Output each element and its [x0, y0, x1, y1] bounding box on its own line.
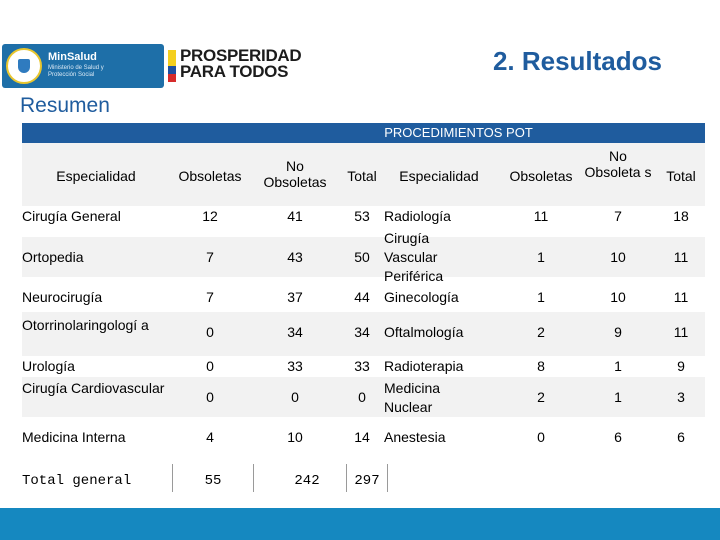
row-left-obsoletas: 4	[206, 429, 214, 445]
row-left-obsoletas: 12	[202, 208, 218, 224]
row-right-no-obsoletas: 10	[610, 289, 626, 305]
row-band	[22, 312, 705, 356]
row-right-name: Oftalmología	[384, 324, 464, 340]
row-left-obsoletas: 0	[206, 324, 214, 340]
row-right-obsoletas: 11	[533, 208, 549, 224]
header-especialidad-left: Especialidad	[56, 168, 136, 184]
row-band	[22, 377, 705, 417]
header-obsoletas-right: Obsoletas	[509, 168, 573, 184]
row-right-obsoletas: 1	[537, 249, 545, 265]
row-left-total: 34	[354, 324, 370, 340]
row-left-total: 53	[354, 208, 370, 224]
row-left-total: 33	[354, 358, 370, 374]
row-left-no-obsoletas: 10	[287, 429, 303, 445]
row-left-total: 44	[354, 289, 370, 305]
header-no-obsoletas-right: No Obsoleta s	[584, 148, 652, 180]
row-left-no-obsoletas: 41	[287, 208, 303, 224]
row-left-name: Ortopedia	[22, 249, 84, 265]
coat-of-arms-icon	[6, 48, 42, 84]
row-right-no-obsoletas: 7	[614, 208, 622, 224]
header-band	[22, 143, 705, 206]
row-left-no-obsoletas: 34	[287, 324, 303, 340]
header-obsoletas-left: Obsoletas	[178, 168, 242, 184]
row-right-total: 11	[673, 324, 689, 340]
total-cell-border	[346, 464, 388, 492]
footer-bar	[0, 508, 720, 540]
row-left-total: 0	[358, 389, 366, 405]
row-right-total: 18	[673, 208, 689, 224]
minsalud-subtitle: Ministerio de Salud y Protección Social	[48, 65, 104, 78]
prosperidad-line1: PROSPERIDAD	[180, 46, 302, 65]
row-right-no-obsoletas: 1	[614, 358, 622, 374]
row-right-obsoletas: 2	[537, 389, 545, 405]
row-right-obsoletas: 2	[537, 324, 545, 340]
row-right-no-obsoletas: 9	[614, 324, 622, 340]
row-left-obsoletas: 0	[206, 358, 214, 374]
row-right-name: Medicina Nuclear	[384, 380, 441, 415]
row-left-name: Cirugía Cardiovascular	[22, 380, 165, 396]
row-right-total: 11	[673, 249, 689, 265]
row-right-obsoletas: 0	[537, 429, 545, 445]
row-right-total: 3	[677, 389, 685, 405]
colombia-flag-icon	[168, 50, 176, 82]
header-total-right: Total	[666, 168, 696, 184]
row-left-name: Medicina Interna	[22, 429, 126, 445]
total-total: 297	[354, 473, 380, 489]
row-left-total: 14	[354, 429, 370, 445]
row-left-obsoletas: 0	[206, 389, 214, 405]
header-total-left: Total	[347, 168, 377, 184]
row-right-obsoletas: 1	[537, 289, 545, 305]
row-right-name: Cirugía Vascular Periférica	[384, 230, 444, 284]
header-especialidad-right: Especialidad	[399, 168, 479, 184]
minsalud-logo: MinSalud Ministerio de Salud y Protecció…	[2, 44, 164, 88]
prosperidad-line2: PARA TODOS	[180, 62, 289, 81]
header-no-obsoletas-left: No Obsoletas	[263, 158, 327, 190]
row-left-no-obsoletas: 33	[287, 358, 303, 374]
row-left-total: 50	[354, 249, 370, 265]
row-right-name: Radiología	[384, 208, 451, 224]
total-no-obsoletas: 242	[294, 473, 320, 489]
row-band	[22, 237, 705, 277]
total-label: Total general	[22, 473, 132, 489]
table-caption: PROCEDIMIENTOS POT	[22, 123, 705, 143]
row-right-total: 6	[677, 429, 685, 445]
prosperidad-logo: PROSPERIDAD PARA TODOS	[180, 46, 302, 81]
total-obsoletas: 55	[204, 473, 222, 489]
row-left-name: Cirugía General	[22, 208, 121, 224]
row-left-no-obsoletas: 0	[291, 389, 299, 405]
row-left-no-obsoletas: 43	[287, 249, 303, 265]
row-right-name: Radioterapia	[384, 358, 464, 374]
total-cell-border	[172, 464, 254, 492]
slide-title: 2. Resultados	[492, 46, 662, 76]
section-title: Resumen	[20, 94, 110, 117]
minsalud-title: MinSalud	[48, 51, 97, 63]
row-right-name: Anestesia	[384, 429, 446, 445]
row-left-name: Neurocirugía	[22, 289, 103, 305]
row-left-name: Otorrinolaringologí a	[22, 317, 149, 333]
row-left-obsoletas: 7	[206, 289, 214, 305]
row-left-name: Urología	[22, 358, 75, 374]
row-left-no-obsoletas: 37	[287, 289, 303, 305]
row-right-obsoletas: 8	[537, 358, 545, 374]
row-left-obsoletas: 7	[206, 249, 214, 265]
row-right-total: 9	[677, 358, 685, 374]
row-right-name: Ginecología	[384, 289, 459, 305]
row-right-total: 11	[673, 289, 689, 305]
row-right-no-obsoletas: 1	[614, 389, 622, 405]
row-right-no-obsoletas: 6	[614, 429, 622, 445]
row-right-no-obsoletas: 10	[610, 249, 626, 265]
